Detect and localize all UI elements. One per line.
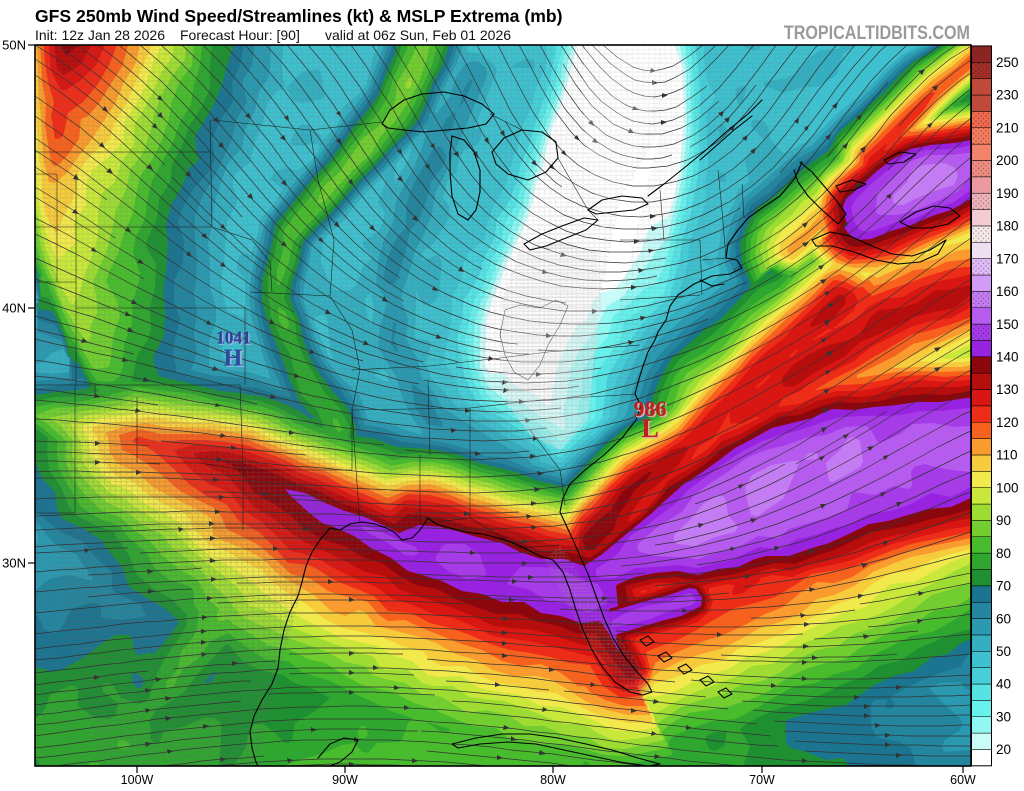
svg-text:30N: 30N <box>2 555 26 570</box>
svg-text:valid at 06z Sun, Feb 01 2026: valid at 06z Sun, Feb 01 2026 <box>325 27 511 43</box>
svg-text:70W: 70W <box>749 773 775 786</box>
svg-text:210: 210 <box>996 121 1019 136</box>
svg-text:80W: 80W <box>540 773 566 786</box>
svg-text:190: 190 <box>996 186 1019 201</box>
svg-text:50N: 50N <box>2 37 26 52</box>
svg-text:90W: 90W <box>332 773 358 786</box>
svg-text:40: 40 <box>996 677 1011 692</box>
svg-text:1041: 1041 <box>216 328 251 348</box>
svg-text:250: 250 <box>996 55 1019 70</box>
svg-text:170: 170 <box>996 251 1019 266</box>
svg-text:40N: 40N <box>2 300 26 315</box>
svg-text:110: 110 <box>996 448 1018 463</box>
svg-text:1041: 1041 <box>218 329 253 349</box>
svg-text:H: H <box>226 347 245 373</box>
svg-text:986: 986 <box>635 398 668 423</box>
svg-text:GFS 250mb Wind Speed/Streamlin: GFS 250mb Wind Speed/Streamlines (kt) & … <box>35 6 562 26</box>
svg-text:130: 130 <box>996 382 1019 397</box>
svg-text:60: 60 <box>996 611 1011 626</box>
svg-text:180: 180 <box>996 219 1019 234</box>
svg-text:986: 986 <box>634 396 667 421</box>
svg-text:120: 120 <box>996 415 1019 430</box>
svg-text:30: 30 <box>996 709 1011 724</box>
svg-text:60W: 60W <box>950 773 976 786</box>
svg-text:230: 230 <box>996 88 1019 103</box>
svg-text:80: 80 <box>996 546 1011 561</box>
svg-text:L: L <box>641 414 658 443</box>
svg-text:150: 150 <box>996 317 1019 332</box>
svg-text:160: 160 <box>996 284 1019 299</box>
svg-text:L: L <box>643 416 660 445</box>
svg-text:100: 100 <box>996 480 1019 495</box>
svg-text:70: 70 <box>996 579 1011 594</box>
svg-text:140: 140 <box>996 350 1019 365</box>
svg-text:Init: 12z Jan 28 2026: Init: 12z Jan 28 2026 <box>35 27 165 43</box>
svg-text:50: 50 <box>996 644 1011 659</box>
svg-text:TROPICALTIDBITS.COM: TROPICALTIDBITS.COM <box>784 22 970 44</box>
svg-text:200: 200 <box>996 153 1019 168</box>
svg-text:90: 90 <box>996 513 1011 528</box>
svg-text:100W: 100W <box>121 773 154 786</box>
svg-text:H: H <box>224 346 243 372</box>
svg-text:Forecast Hour: [90]: Forecast Hour: [90] <box>180 27 300 43</box>
svg-text:20: 20 <box>996 742 1011 757</box>
